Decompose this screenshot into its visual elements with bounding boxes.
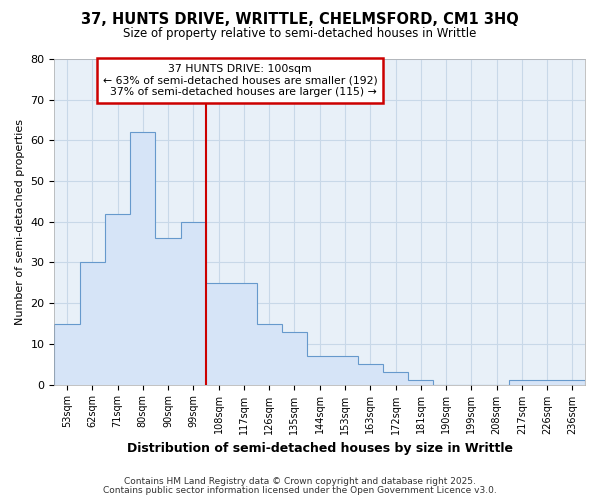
X-axis label: Distribution of semi-detached houses by size in Writtle: Distribution of semi-detached houses by … [127, 442, 513, 455]
Text: 37, HUNTS DRIVE, WRITTLE, CHELMSFORD, CM1 3HQ: 37, HUNTS DRIVE, WRITTLE, CHELMSFORD, CM… [81, 12, 519, 28]
Text: 37 HUNTS DRIVE: 100sqm  
← 63% of semi-detached houses are smaller (192)
  37% o: 37 HUNTS DRIVE: 100sqm ← 63% of semi-det… [103, 64, 377, 97]
Text: Contains HM Land Registry data © Crown copyright and database right 2025.: Contains HM Land Registry data © Crown c… [124, 477, 476, 486]
Text: Contains public sector information licensed under the Open Government Licence v3: Contains public sector information licen… [103, 486, 497, 495]
Y-axis label: Number of semi-detached properties: Number of semi-detached properties [15, 119, 25, 325]
Text: Size of property relative to semi-detached houses in Writtle: Size of property relative to semi-detach… [124, 28, 476, 40]
